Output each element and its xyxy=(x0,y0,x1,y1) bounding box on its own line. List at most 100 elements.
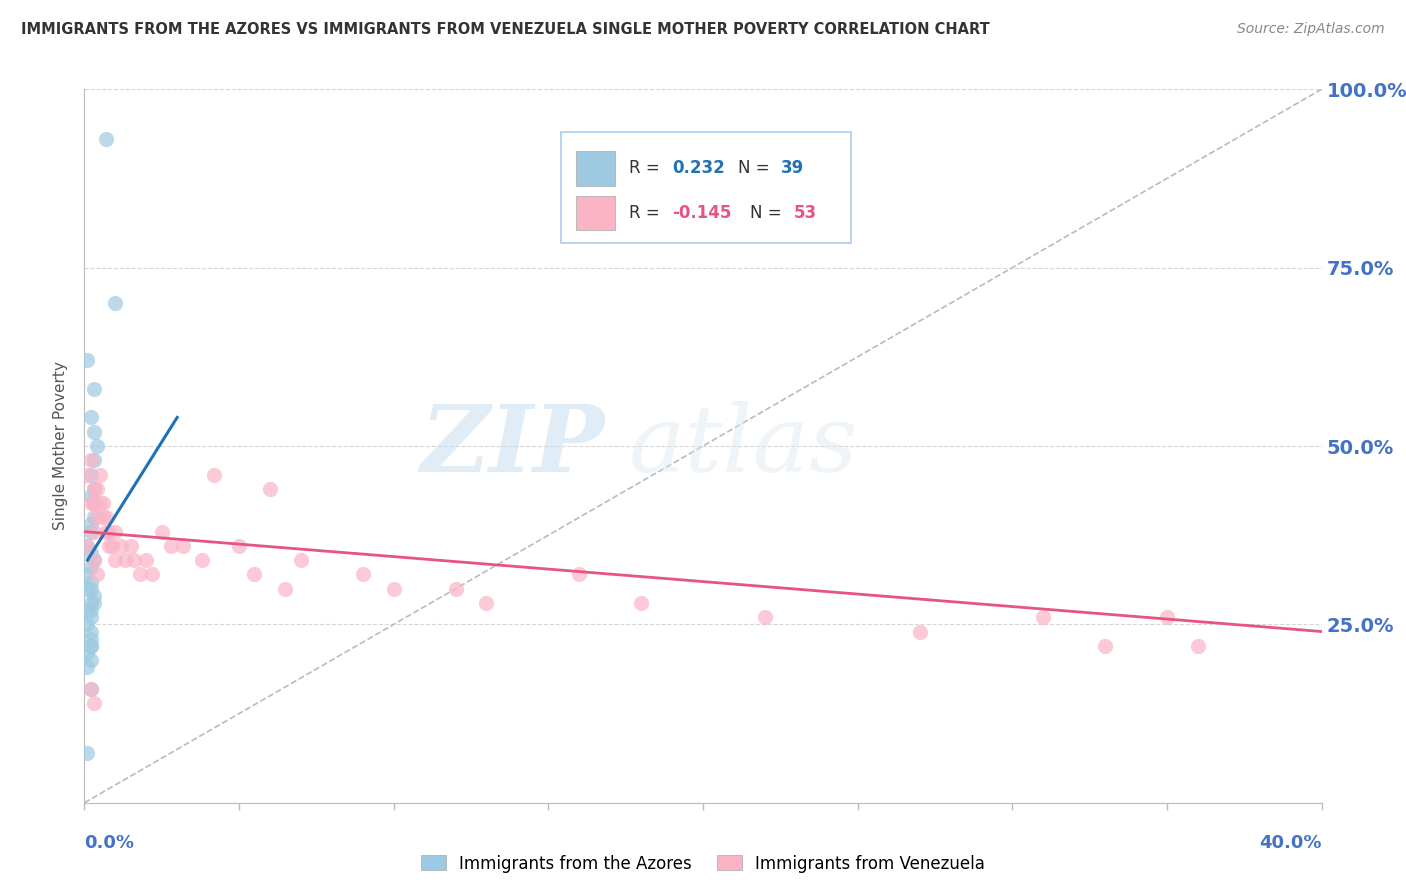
Point xyxy=(83,382,105,396)
Point xyxy=(94,132,117,146)
Point xyxy=(76,539,98,553)
Point xyxy=(83,453,105,467)
Point xyxy=(76,746,98,760)
Text: atlas: atlas xyxy=(628,401,858,491)
Point xyxy=(91,510,114,524)
Text: N =: N = xyxy=(749,204,787,222)
Point xyxy=(104,296,127,310)
Point xyxy=(79,582,101,596)
Point xyxy=(98,539,121,553)
Point xyxy=(86,510,108,524)
Point xyxy=(94,524,117,539)
Point xyxy=(290,553,312,567)
Point xyxy=(135,553,157,567)
Point xyxy=(79,632,101,646)
Point xyxy=(1032,610,1054,624)
Text: 40.0%: 40.0% xyxy=(1260,834,1322,852)
Point xyxy=(76,660,98,674)
Point xyxy=(243,567,266,582)
Point xyxy=(83,696,105,710)
Text: N =: N = xyxy=(738,159,775,177)
Point xyxy=(202,467,225,482)
Point xyxy=(79,496,101,510)
Point xyxy=(76,617,98,632)
Point xyxy=(83,496,105,510)
Point xyxy=(908,624,931,639)
Point xyxy=(76,646,98,660)
Text: 0.232: 0.232 xyxy=(672,159,725,177)
Point xyxy=(76,567,98,582)
Point xyxy=(83,524,105,539)
Point xyxy=(160,539,183,553)
Point xyxy=(101,539,124,553)
Point xyxy=(83,425,105,439)
Point xyxy=(79,639,101,653)
Point xyxy=(83,589,105,603)
Bar xyxy=(575,152,616,186)
Point xyxy=(568,567,591,582)
Point xyxy=(76,582,98,596)
Point xyxy=(141,567,163,582)
Point xyxy=(79,410,101,425)
Point xyxy=(91,496,114,510)
Point xyxy=(79,546,101,560)
Point xyxy=(83,482,105,496)
Point xyxy=(114,553,136,567)
Text: 0.0%: 0.0% xyxy=(84,834,135,852)
Point xyxy=(1187,639,1209,653)
Point xyxy=(110,539,132,553)
Y-axis label: Single Mother Poverty: Single Mother Poverty xyxy=(53,361,69,531)
Point xyxy=(79,489,101,503)
Point xyxy=(89,496,111,510)
Point xyxy=(76,539,98,553)
Point xyxy=(86,567,108,582)
Point xyxy=(150,524,173,539)
Point xyxy=(86,439,108,453)
Point xyxy=(475,596,498,610)
Point xyxy=(76,467,98,482)
Point xyxy=(79,574,101,589)
Point xyxy=(79,681,101,696)
Point xyxy=(1094,639,1116,653)
Point xyxy=(1156,610,1178,624)
Point xyxy=(83,553,105,567)
Point xyxy=(172,539,194,553)
Point xyxy=(274,582,297,596)
Point xyxy=(79,603,101,617)
Point xyxy=(79,517,101,532)
Point xyxy=(129,567,152,582)
Point xyxy=(79,453,101,467)
Text: 39: 39 xyxy=(780,159,804,177)
Point xyxy=(83,596,105,610)
Text: R =: R = xyxy=(628,204,665,222)
Text: IMMIGRANTS FROM THE AZORES VS IMMIGRANTS FROM VENEZUELA SINGLE MOTHER POVERTY CO: IMMIGRANTS FROM THE AZORES VS IMMIGRANTS… xyxy=(21,22,990,37)
Point xyxy=(79,653,101,667)
Point xyxy=(76,603,98,617)
Point xyxy=(754,610,776,624)
Bar xyxy=(575,196,616,230)
FancyBboxPatch shape xyxy=(561,132,852,243)
Point xyxy=(79,596,101,610)
Text: ZIP: ZIP xyxy=(420,401,605,491)
Point xyxy=(79,681,101,696)
Point xyxy=(122,553,145,567)
Point xyxy=(191,553,214,567)
Point xyxy=(382,582,405,596)
Text: 53: 53 xyxy=(793,204,817,222)
Point xyxy=(79,639,101,653)
Point xyxy=(94,510,117,524)
Point xyxy=(79,467,101,482)
Point xyxy=(76,353,98,368)
Point xyxy=(83,496,105,510)
Point xyxy=(79,524,101,539)
Point xyxy=(79,560,101,574)
Point xyxy=(86,482,108,496)
Point xyxy=(89,467,111,482)
Text: Source: ZipAtlas.com: Source: ZipAtlas.com xyxy=(1237,22,1385,37)
Point xyxy=(98,524,121,539)
Point xyxy=(120,539,142,553)
Point xyxy=(630,596,652,610)
Text: -0.145: -0.145 xyxy=(672,204,731,222)
Point xyxy=(352,567,374,582)
Point xyxy=(83,510,105,524)
